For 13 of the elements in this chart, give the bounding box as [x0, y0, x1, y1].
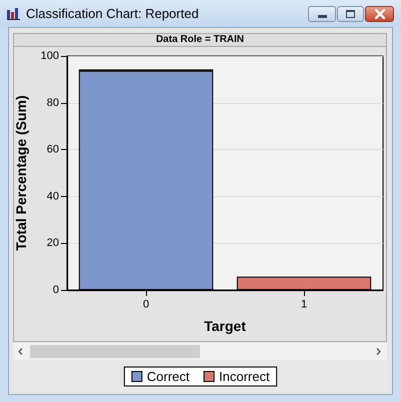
y-tick-label: 0 [52, 284, 59, 296]
chart-subtitle: Data Role = TRAIN [13, 33, 387, 47]
x-tick-label: 1 [300, 298, 308, 310]
y-axis-title: Total Percentage (Sum) [13, 95, 29, 251]
y-tick-label: 20 [46, 237, 59, 250]
y-tick-label: 100 [40, 50, 59, 62]
y-tick-label: 80 [46, 96, 59, 109]
x-axis-title: Target [204, 318, 246, 334]
y-tick-label: 40 [46, 190, 59, 202]
legend-label: Incorrect [219, 369, 270, 384]
chart-title: Classification Chart: Reported [26, 5, 199, 22]
y-tick-label: 60 [46, 144, 59, 156]
legend-label: Correct [146, 369, 190, 384]
